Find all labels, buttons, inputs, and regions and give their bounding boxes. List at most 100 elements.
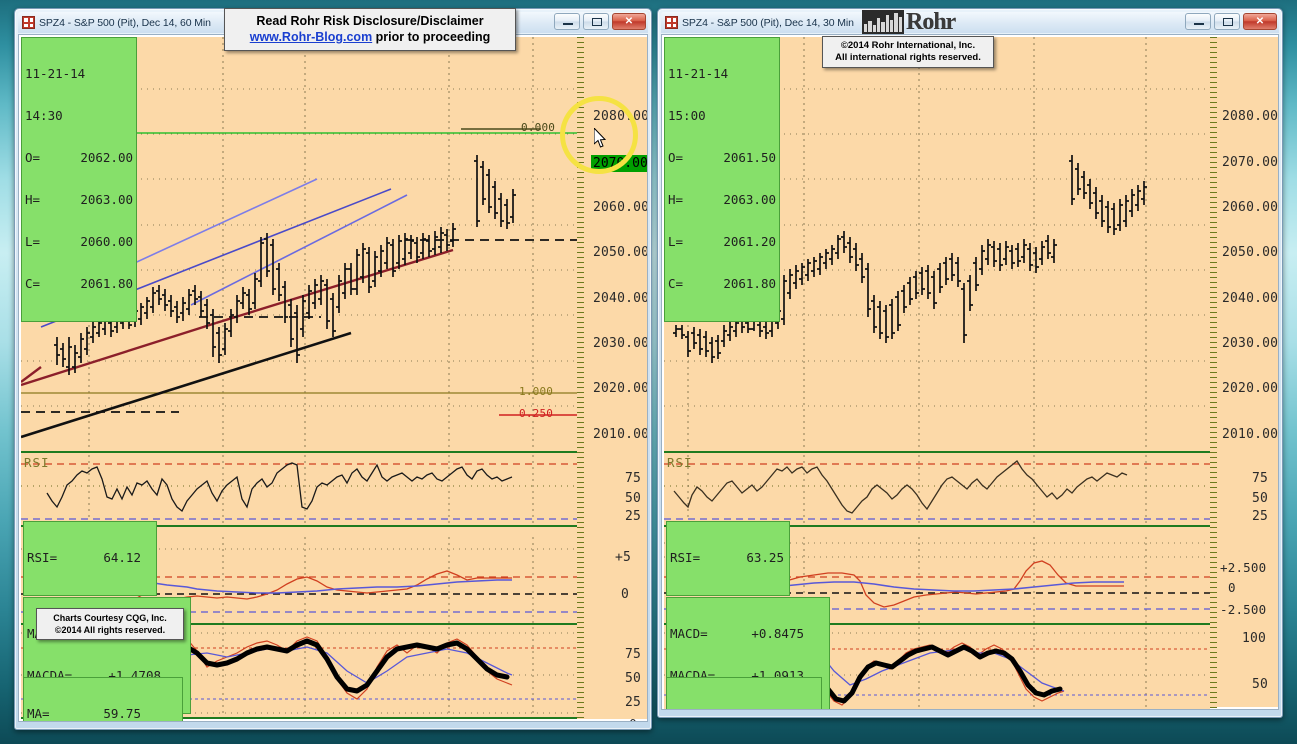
quote-low-label-left: L=	[25, 234, 41, 249]
sstoch-tick-right-0: 100	[1242, 631, 1267, 646]
quote-date-left: 11-21-14	[25, 66, 86, 81]
fib-label-1000-left: 1.000	[519, 385, 554, 398]
rsi-tick-left-1: 50	[625, 491, 642, 506]
time-axis-left[interactable]: |10 |17-08:30	[21, 721, 577, 722]
restore-button-right[interactable]	[1214, 13, 1240, 30]
rsi-value-right: 63.25	[746, 550, 784, 565]
price-tick-right-6: 2020.00	[1222, 381, 1279, 396]
close-button-left[interactable]: ✕	[612, 13, 646, 30]
chart-window-30min[interactable]: SPZ4 - S&P 500 (Pit), Dec 14, 30 Min ✕	[657, 8, 1283, 718]
macd-tick-right-0: +2.500	[1220, 560, 1267, 575]
price-tick-right-1: 2070.00	[1222, 155, 1279, 170]
titlebar-right[interactable]: SPZ4 - S&P 500 (Pit), Dec 14, 30 Min ✕	[661, 12, 1279, 33]
rohr-logo-text: Rohr	[906, 9, 956, 35]
chart-canvas-right[interactable]: 11-21-14 15:00 O= 2061.50 H= 2063.00 L= 206…	[661, 34, 1279, 710]
quote-close-label-right: C=	[668, 276, 684, 291]
rsi-pane-left[interactable]: RSI	[21, 455, 577, 527]
rsi-value-box-right: RSI= 63.25	[666, 521, 790, 596]
axis-ticks-left	[577, 37, 584, 719]
chart-window-60min[interactable]: SPZ4 - S&P 500 (Pit), Dec 14, 60 Min ✕	[14, 8, 652, 730]
window-controls-left[interactable]: ✕	[554, 13, 646, 30]
price-pane-left[interactable]: 11-21-14 14:30 O= 2062.00 H= 2063.00 L= 206…	[21, 37, 577, 453]
macd-label-right: MACD=	[670, 626, 708, 641]
copyright-line-1: ©2014 Rohr International, Inc.	[840, 40, 976, 51]
fib-label-0000-left: 0.000	[521, 121, 556, 134]
rsi-label-right: RSI=	[670, 550, 701, 565]
price-tick-left-5: 2030.00	[593, 336, 648, 351]
rsi-value-box-left: RSI= 64.12	[23, 521, 157, 596]
quote-close-label-left: C=	[25, 276, 41, 291]
sstoch-tick-left-1: 50	[625, 671, 642, 686]
price-tick-right-2: 2060.00	[1222, 200, 1279, 215]
quote-high-left: 2063.00	[80, 192, 133, 207]
price-tick-left-4: 2040.00	[593, 291, 648, 306]
quote-high-label-left: H=	[25, 192, 41, 207]
rsi-title-left: RSI	[24, 455, 50, 470]
rsi-title-right: RSI	[667, 455, 693, 470]
window-title-left: SPZ4 - S&P 500 (Pit), Dec 14, 60 Min	[39, 16, 211, 29]
sstoch-ma-label-left: MA=	[27, 706, 50, 721]
rsi-plot-right	[664, 455, 1210, 525]
sstoch-tick-left-3: 0	[629, 718, 637, 721]
ohlc-bars-left	[54, 155, 516, 375]
rohr-copyright-tooltip: ©2014 Rohr International, Inc. All inter…	[822, 36, 994, 68]
price-tick-left-3: 2050.00	[593, 245, 648, 260]
price-highlight-ring	[560, 96, 638, 174]
price-tick-left-2: 2060.00	[593, 200, 648, 215]
quote-open-left: 2062.00	[80, 150, 133, 165]
chart-plot-area-right[interactable]: 11-21-14 15:00 O= 2061.50 H= 2063.00 L= 206…	[664, 37, 1279, 710]
sstoch-ma-value-right: 31.95	[722, 707, 784, 710]
quote-date-right: 11-21-14	[668, 66, 729, 81]
quote-low-left: 2060.00	[80, 234, 133, 249]
quote-box-right: 11-21-14 15:00 O= 2061.50 H= 2063.00 L= 206…	[664, 37, 780, 322]
chart-canvas-left[interactable]: 11-21-14 14:30 O= 2062.00 H= 2063.00 L= 206…	[18, 34, 648, 722]
fib-label-0250-left: 0.250	[519, 407, 554, 420]
window-title-right: SPZ4 - S&P 500 (Pit), Dec 14, 30 Min	[682, 16, 854, 29]
risk-disclaimer-tooltip[interactable]: Read Rohr Risk Disclosure/Disclaimer www…	[224, 8, 516, 51]
quote-open-label-right: O=	[668, 150, 684, 165]
quote-close-left: 2061.80	[80, 276, 133, 291]
price-tick-right-5: 2030.00	[1222, 336, 1279, 351]
price-pane-right[interactable]: 11-21-14 15:00 O= 2061.50 H= 2063.00 L= 206…	[664, 37, 1210, 453]
quote-low-right: 2061.20	[723, 234, 776, 249]
macd-tick-right-2: -2.500	[1220, 602, 1267, 617]
quote-time-right: 15:00	[668, 108, 706, 123]
close-button-right[interactable]: ✕	[1243, 13, 1277, 30]
price-plot-left	[21, 37, 577, 451]
rsi-pane-right[interactable]: RSI	[664, 455, 1210, 527]
cqg-line-2: ©2014 All rights reserved.	[54, 625, 166, 635]
rohr-bar-chart-icon	[862, 10, 904, 34]
window-controls-right[interactable]: ✕	[1185, 13, 1277, 30]
quote-box-left: 11-21-14 14:30 O= 2062.00 H= 2063.00 L= 206…	[21, 37, 137, 322]
rsi-value-left: 64.12	[103, 550, 141, 565]
quote-time-left: 14:30	[25, 108, 63, 123]
rohr-logo: Rohr	[862, 9, 970, 35]
cqg-courtesy-tooltip: Charts Courtesy CQG, Inc. ©2014 All righ…	[36, 608, 184, 640]
copyright-line-2: All international rights reserved.	[835, 52, 981, 63]
sstoch-tick-right-1: 50	[1252, 677, 1269, 692]
quote-high-right: 2063.00	[723, 192, 776, 207]
price-axis-right[interactable]: 2080.00 2070.00 2060.00 2050.00 2040.00 …	[1210, 37, 1279, 709]
rohr-blog-link[interactable]: www.Rohr-Blog.com	[249, 30, 373, 44]
quote-high-label-right: H=	[668, 192, 684, 207]
minimize-button-right[interactable]	[1185, 13, 1211, 30]
sstoch-ma-label-right: MA=	[670, 707, 722, 710]
quote-close-right: 2061.80	[723, 276, 776, 291]
disclaimer-line-2-tail: prior to proceeding	[372, 30, 491, 44]
rsi-tick-left-0: 75	[625, 471, 642, 486]
price-tick-right-0: 2080.00	[1222, 109, 1279, 124]
sstoch-tick-left-0: 75	[625, 647, 642, 662]
rsi-plot-left	[21, 455, 577, 525]
sstoch-tick-left-2: 25	[625, 695, 642, 710]
session-colorstrip-left	[21, 721, 577, 722]
disclaimer-line-2: www.Rohr-Blog.com prior to proceeding	[231, 29, 509, 45]
disclaimer-line-1: Read Rohr Risk Disclosure/Disclaimer	[256, 14, 484, 28]
macd-tick-left-0: +5	[615, 550, 632, 565]
macd-value-right: +0.8475	[751, 626, 804, 641]
restore-button-left[interactable]	[583, 13, 609, 30]
rsi-tick-right-2: 25	[1252, 509, 1269, 524]
sstoch-ma-value-left: 59.75	[103, 706, 141, 721]
chart-plot-area-left[interactable]: 11-21-14 14:30 O= 2062.00 H= 2063.00 L= 206…	[21, 37, 648, 722]
minimize-button-left[interactable]	[554, 13, 580, 30]
price-tick-right-7: 2010.00	[1222, 427, 1279, 442]
